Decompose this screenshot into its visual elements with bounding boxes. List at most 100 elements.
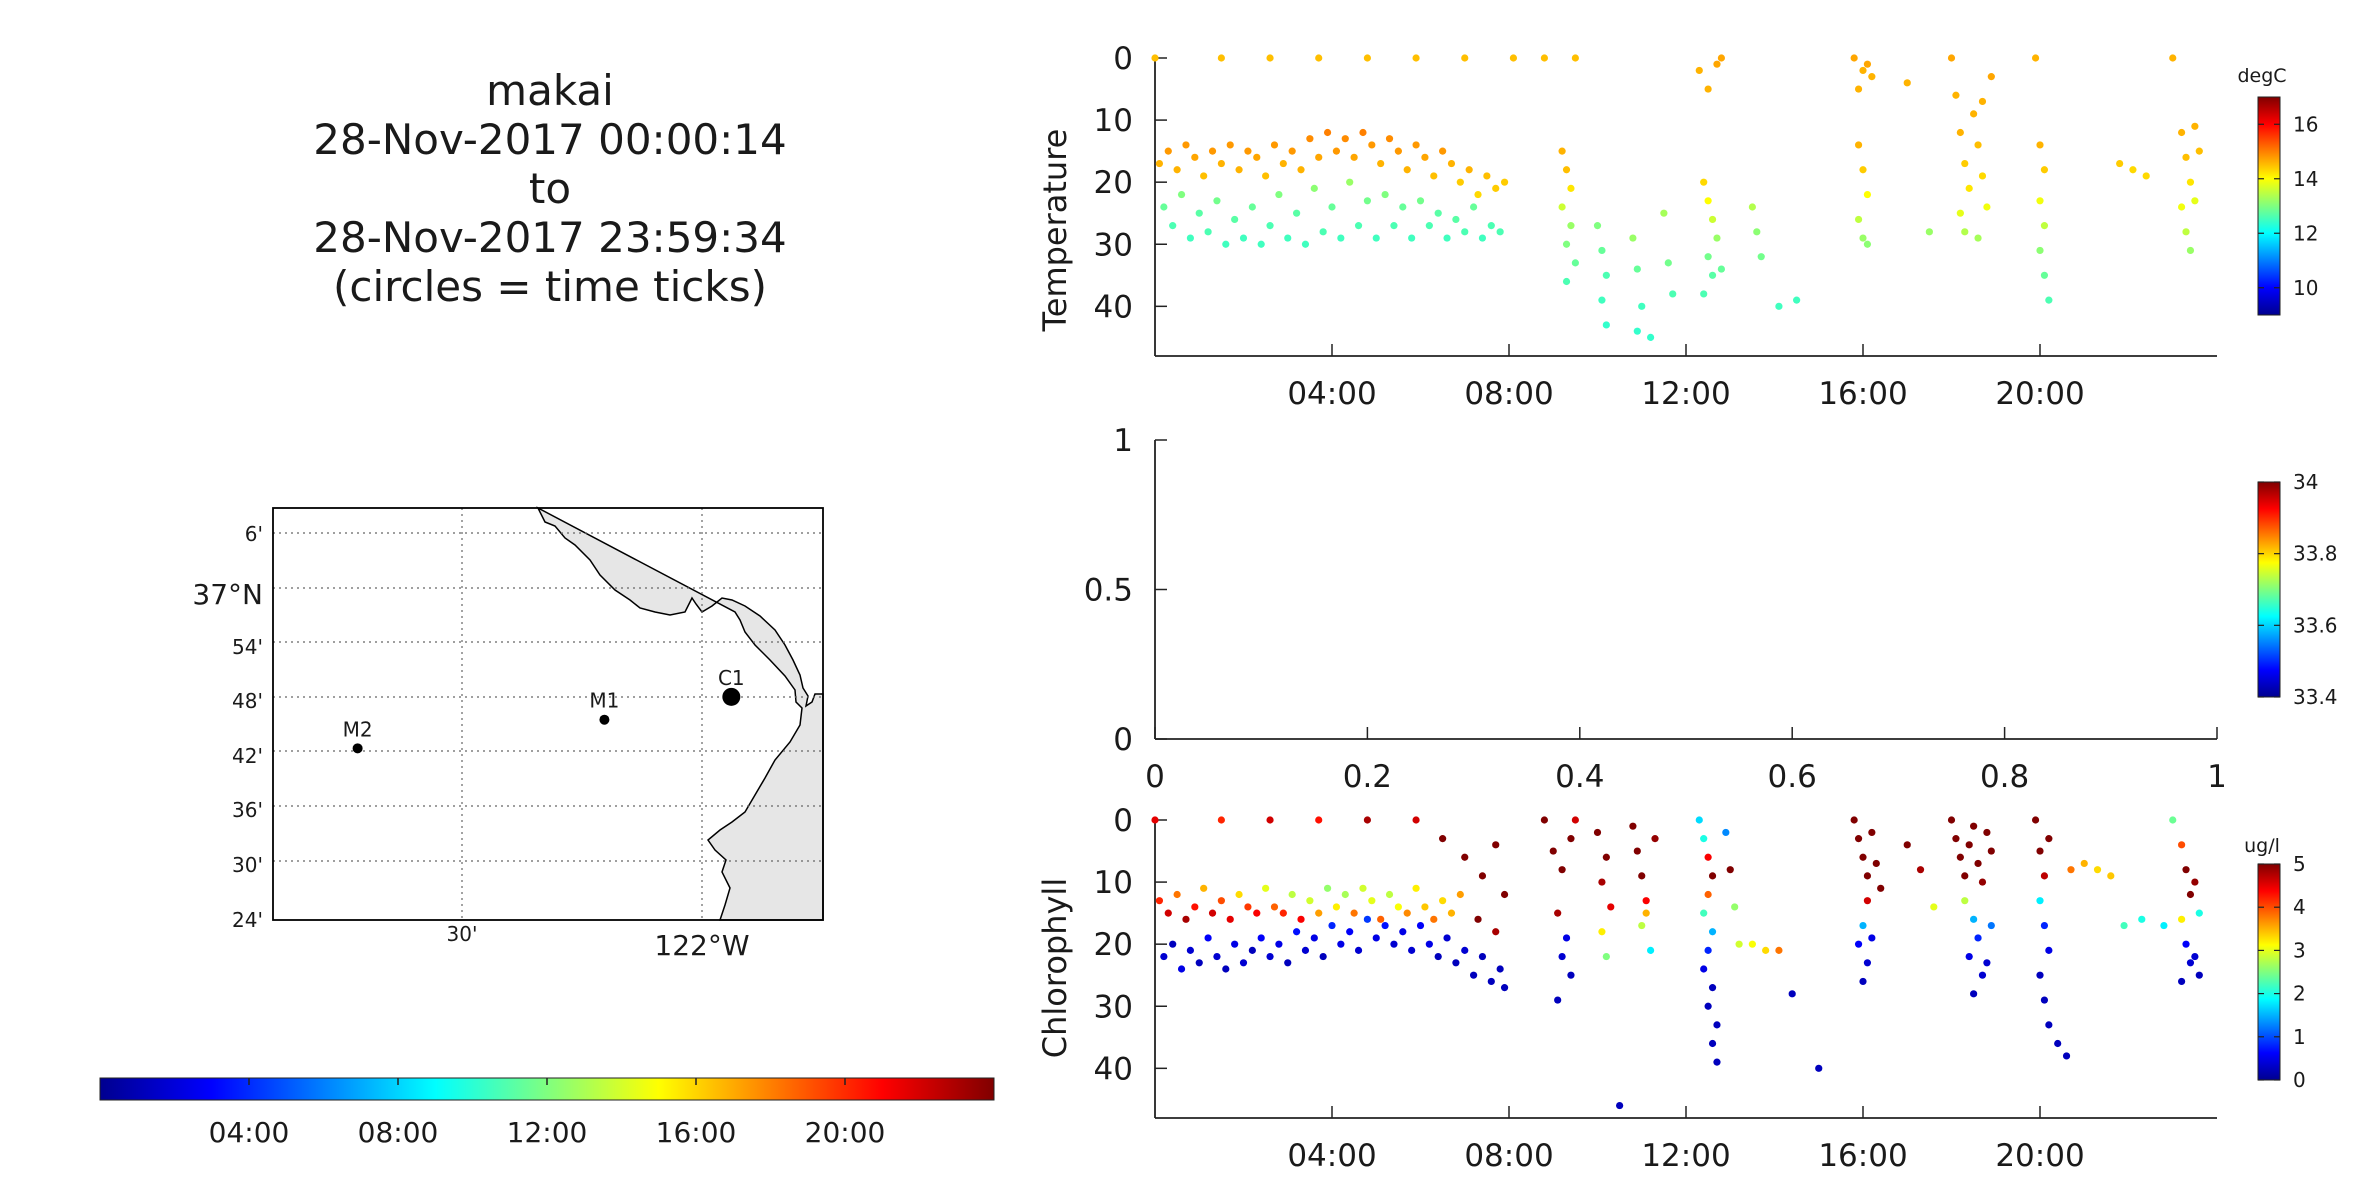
- data-point: [1859, 853, 1867, 861]
- data-point: [1567, 971, 1575, 979]
- data-point: [1554, 996, 1562, 1004]
- data-point: [1408, 234, 1416, 242]
- data-point: [2182, 940, 2190, 948]
- data-point: [1461, 54, 1469, 62]
- data-point: [1633, 265, 1641, 273]
- data-point: [2186, 246, 2195, 255]
- data-point: [2045, 835, 2053, 843]
- data-point: [2129, 166, 2137, 174]
- data-point: [1567, 835, 1575, 843]
- data-point: [1558, 203, 1566, 211]
- data-point: [2036, 246, 2044, 255]
- y-tick-label: 30: [1094, 227, 1133, 263]
- lon-label: 122°W: [654, 929, 749, 962]
- data-point: [1704, 197, 1712, 205]
- data-point: [1231, 215, 1239, 224]
- data-point: [1961, 872, 1969, 880]
- data-point: [1474, 190, 1482, 199]
- data-point: [1266, 816, 1274, 824]
- data-point: [1288, 147, 1296, 155]
- colorbar-tick-label: 33.4: [2293, 685, 2338, 709]
- data-point: [1341, 890, 1349, 899]
- data-point: [1200, 884, 1208, 892]
- data-point: [1961, 228, 1969, 236]
- time-colorbar-tick-label: 04:00: [209, 1116, 290, 1149]
- data-point: [1412, 884, 1420, 892]
- data-point: [1554, 909, 1562, 917]
- x-tick-label: 16:00: [1818, 376, 1907, 412]
- data-point: [1279, 909, 1287, 917]
- data-point: [1461, 228, 1469, 236]
- y-tick-label: 0: [1113, 803, 1133, 839]
- data-point: [1629, 822, 1637, 830]
- data-point: [1593, 222, 1602, 230]
- data-point: [1186, 946, 1194, 954]
- data-point: [1713, 1058, 1721, 1066]
- data-point: [1439, 835, 1447, 843]
- data-point: [1872, 859, 1880, 868]
- colorbar-tick-label: 33.8: [2293, 542, 2338, 566]
- data-point: [1288, 890, 1296, 899]
- y-tick-label: 20: [1094, 927, 1133, 963]
- time-colorbar-tick-label: 08:00: [358, 1116, 439, 1149]
- data-point: [1669, 290, 1677, 298]
- data-point: [1956, 853, 1964, 861]
- data-point: [1279, 159, 1287, 168]
- data-point: [2116, 159, 2124, 168]
- data-point: [1629, 234, 1637, 242]
- data-point: [1496, 965, 1504, 973]
- data-point: [1270, 141, 1279, 149]
- data-point: [1549, 847, 1557, 855]
- data-point: [1638, 302, 1646, 310]
- data-point: [1793, 296, 1801, 304]
- data-point: [1169, 222, 1177, 230]
- data-point: [1226, 141, 1234, 149]
- data-point: [1452, 215, 1460, 224]
- map-frame: [272, 507, 824, 921]
- data-point: [1757, 253, 1765, 261]
- y-tick-label: 10: [1094, 103, 1133, 139]
- data-point: [1363, 197, 1371, 205]
- data-point: [1372, 934, 1380, 942]
- data-point: [1195, 959, 1203, 967]
- data-point: [1266, 222, 1274, 230]
- data-point: [1567, 184, 1575, 192]
- data-point: [1660, 209, 1668, 217]
- data-point: [1222, 240, 1230, 248]
- data-point: [1903, 841, 1911, 849]
- data-point: [1470, 203, 1478, 211]
- data-point: [1726, 866, 1734, 874]
- chlorophyll-colorbar-label: ug/l: [2244, 835, 2280, 857]
- data-point: [1266, 952, 1274, 961]
- data-point: [1217, 816, 1225, 824]
- data-point: [2178, 915, 2186, 923]
- data-point: [1416, 921, 1425, 930]
- data-point: [1363, 54, 1371, 62]
- y-tick-label: 10: [1094, 865, 1133, 901]
- data-point: [1863, 897, 1872, 905]
- to-label: to: [528, 164, 572, 213]
- data-point: [1598, 878, 1606, 886]
- data-point: [1713, 234, 1721, 242]
- data-point: [2169, 816, 2177, 824]
- data-point: [1863, 190, 1872, 199]
- data-point: [1500, 984, 1509, 992]
- data-point: [1173, 166, 1181, 174]
- y-tick-label: 40: [1094, 289, 1133, 325]
- data-point: [1978, 878, 1987, 886]
- data-point: [1443, 934, 1451, 942]
- data-point: [1815, 1064, 1823, 1072]
- data-point: [1354, 946, 1363, 954]
- data-point: [1540, 54, 1548, 62]
- data-point: [1306, 135, 1314, 143]
- data-point: [1439, 897, 1447, 905]
- data-point: [1863, 60, 1872, 68]
- colorbar-tick-label: 5: [2293, 852, 2306, 876]
- lon-label: 30': [447, 922, 478, 946]
- x-tick-label: 08:00: [1464, 376, 1553, 412]
- data-point: [1381, 921, 1389, 930]
- x-tick-label: 20:00: [1995, 1138, 2084, 1174]
- data-point: [1647, 946, 1655, 954]
- data-point: [1456, 178, 1464, 186]
